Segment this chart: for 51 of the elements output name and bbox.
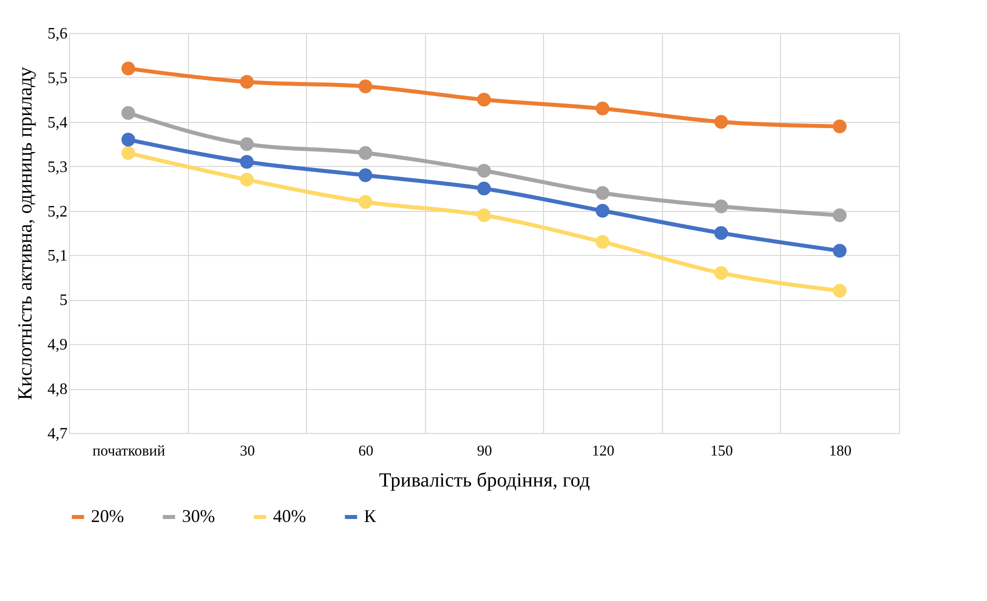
point (121, 106, 136, 120)
point (596, 204, 610, 218)
y-tick-label: 5,5 (48, 70, 68, 87)
y-tick-label: 5,6 (48, 26, 68, 42)
point (596, 102, 610, 116)
y-tick-label: 5,3 (48, 158, 68, 176)
y-tick-label: 5,1 (48, 248, 68, 265)
point (832, 208, 847, 222)
point (477, 164, 491, 178)
x-tick-label: 120 (592, 444, 614, 460)
point (714, 115, 728, 129)
legend-label: 20% (91, 506, 124, 526)
legend-label: К (364, 506, 377, 526)
point (358, 168, 372, 182)
x-tick-label: початковий (92, 444, 166, 460)
point (596, 235, 610, 249)
point (714, 226, 728, 240)
legend-label: 30% (182, 506, 215, 526)
point (714, 266, 728, 280)
point (121, 132, 136, 147)
point (477, 182, 491, 196)
point (240, 172, 254, 187)
point (596, 186, 610, 200)
point (121, 146, 136, 160)
point (477, 92, 491, 107)
point (121, 62, 136, 76)
x-tick-label: 90 (477, 444, 492, 460)
legend-label: 40% (273, 506, 306, 526)
y-tick-label: 4,7 (48, 426, 68, 442)
y-axis-title: Кислотність активна, одиниць приладу (14, 66, 36, 400)
y-tick-label: 5 (60, 292, 68, 310)
point (358, 146, 372, 160)
x-tick-label: 30 (240, 444, 255, 460)
y-tick-label: 5,2 (48, 203, 68, 220)
x-tick-label: 150 (710, 444, 733, 460)
point (832, 244, 847, 258)
x-axis-title: Тривалість бродіння, год (379, 470, 590, 492)
point (832, 284, 847, 298)
point (358, 195, 372, 209)
x-tick-label: 60 (358, 444, 374, 460)
point (714, 199, 728, 214)
point (240, 75, 254, 89)
x-tick-label: 180 (828, 444, 852, 460)
y-tick-label: 4,9 (48, 336, 68, 354)
point (477, 208, 491, 222)
y-tick-label: 4,8 (48, 381, 68, 398)
point (240, 137, 254, 151)
point (240, 155, 254, 169)
point (358, 79, 372, 94)
y-tick-label: 5,4 (48, 114, 68, 132)
point (832, 119, 847, 134)
